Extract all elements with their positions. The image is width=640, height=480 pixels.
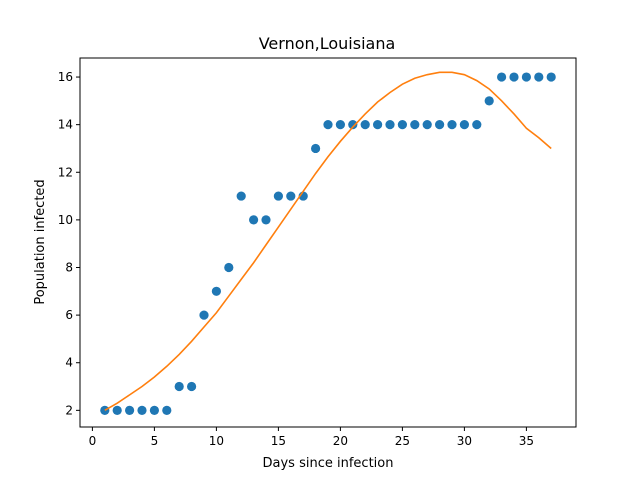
data-point-7 [174, 381, 184, 392]
data-point-32 [484, 96, 494, 106]
y-tick-label-12: 12 [58, 165, 73, 179]
data-point-4 [137, 405, 147, 415]
plot-frame [79, 57, 577, 428]
y-tick-label-14: 14 [58, 118, 73, 132]
data-point-9 [199, 310, 209, 320]
x-tick-label-0: 0 [89, 434, 97, 448]
y-tick-label-4: 4 [65, 356, 73, 370]
data-point-27 [422, 120, 432, 130]
data-point-20 [335, 120, 345, 130]
x-axis-label: Days since infection [263, 456, 394, 471]
y-tick-label-2: 2 [65, 403, 73, 417]
x-tick-label-10: 10 [209, 434, 224, 448]
data-point-6 [162, 405, 172, 415]
y-tick-label-8: 8 [65, 260, 73, 274]
x-tick-label-20: 20 [333, 434, 348, 448]
chart-title: Vernon,Louisiana [259, 34, 396, 53]
data-point-23 [373, 120, 383, 130]
data-point-30 [459, 120, 469, 130]
data-point-19 [323, 120, 333, 130]
data-point-8 [187, 381, 197, 392]
fit-curve-line [104, 71, 552, 412]
data-point-15 [273, 191, 283, 201]
y-tick-label-16: 16 [58, 70, 73, 84]
y-axis-label: Population infected [33, 179, 48, 304]
data-point-3 [125, 405, 135, 415]
x-tick-label-5: 5 [151, 434, 159, 448]
data-point-22 [360, 120, 370, 130]
data-point-10 [211, 286, 221, 296]
x-axis: 0 5 10 15 20 25 30 35 [89, 427, 534, 448]
data-point-18 [311, 143, 321, 154]
x-tick-label-30: 30 [457, 434, 472, 448]
x-tick-label-35: 35 [519, 434, 534, 448]
data-point-31 [472, 120, 482, 130]
data-point-28 [435, 120, 445, 130]
data-point-14 [261, 215, 271, 225]
data-point-16 [286, 191, 296, 201]
y-tick-label-6: 6 [65, 308, 73, 322]
data-point-13 [249, 215, 259, 225]
data-point-34 [509, 72, 519, 82]
x-tick-label-15: 15 [271, 434, 286, 448]
x-tick-label-25: 25 [395, 434, 410, 448]
data-point-37 [546, 72, 556, 82]
plot-area [100, 71, 556, 415]
data-point-5 [149, 405, 159, 415]
data-point-33 [497, 72, 507, 82]
data-point-36 [534, 72, 544, 82]
data-point-2 [112, 405, 122, 415]
data-point-26 [410, 120, 420, 130]
data-point-25 [397, 120, 407, 130]
data-point-21 [348, 120, 358, 130]
data-point-35 [521, 72, 532, 82]
y-axis: 2 4 6 8 10 12 14 16 [58, 70, 80, 417]
data-point-11 [224, 262, 234, 273]
data-point-12 [236, 191, 246, 201]
data-point-29 [447, 120, 457, 130]
data-point-24 [385, 120, 395, 130]
y-tick-label-10: 10 [58, 213, 73, 227]
